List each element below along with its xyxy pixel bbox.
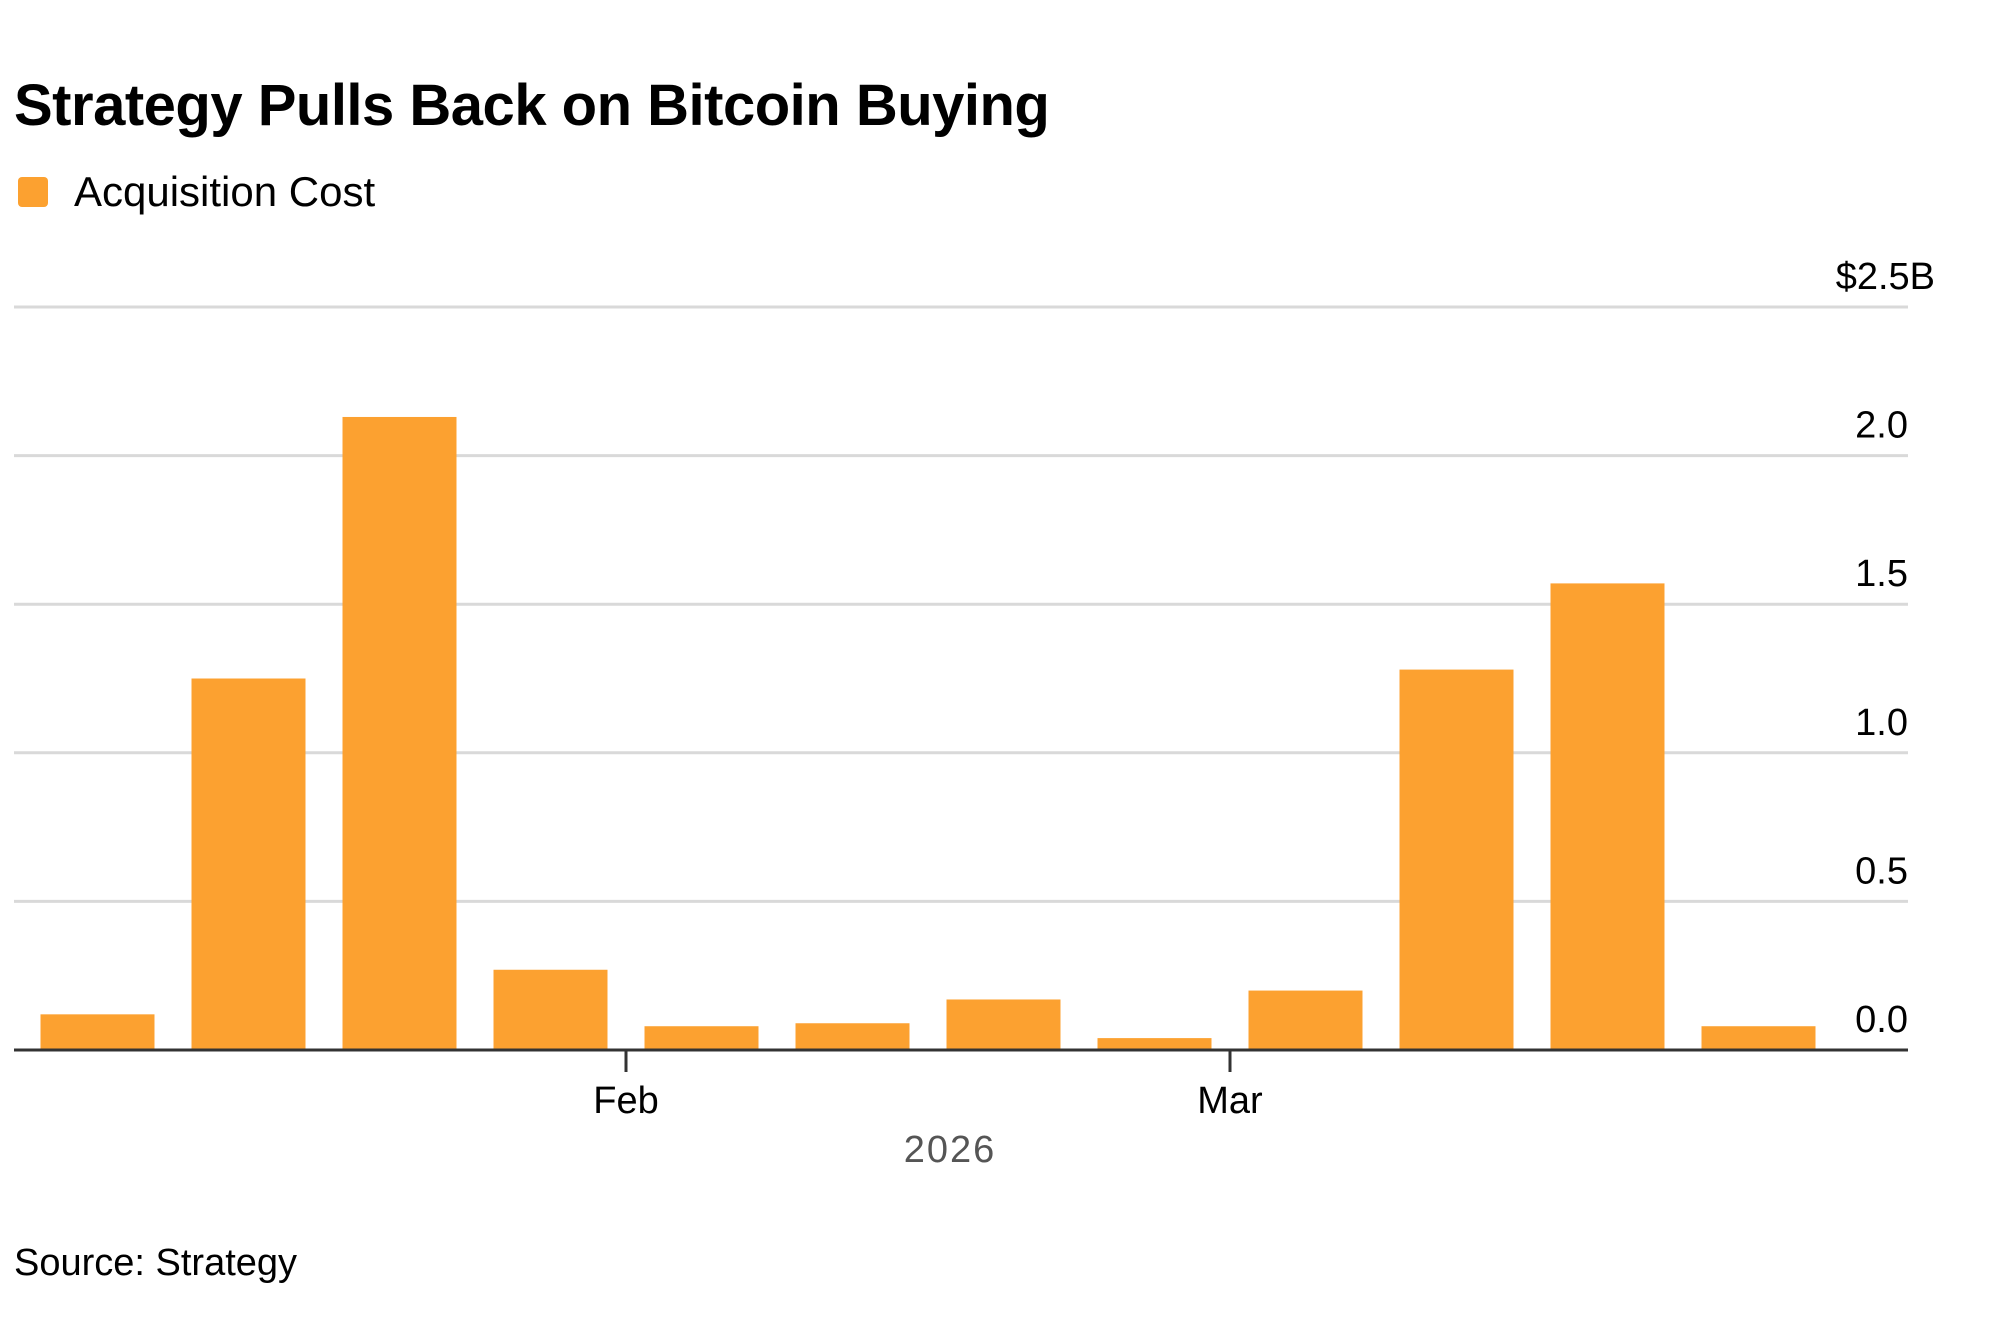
y-tick-label: 1.0	[1855, 702, 1908, 744]
bar	[1248, 990, 1363, 1050]
y-tick-label: 1.5	[1855, 553, 1908, 595]
legend: Acquisition Cost	[18, 168, 375, 216]
y-tick-label: 0.5	[1855, 850, 1908, 892]
bar	[191, 678, 306, 1050]
x-tick-label: Mar	[1197, 1080, 1263, 1122]
bar	[1399, 669, 1514, 1050]
chart-title: Strategy Pulls Back on Bitcoin Buying	[14, 73, 1050, 138]
bar	[40, 1014, 155, 1050]
bar	[342, 416, 457, 1050]
bar	[795, 1023, 910, 1050]
bar	[946, 999, 1061, 1050]
x-axis-year-label: 2026	[904, 1129, 997, 1171]
bar	[1097, 1038, 1212, 1050]
bar	[1701, 1026, 1816, 1050]
bar	[1550, 583, 1665, 1050]
bar	[644, 1026, 759, 1050]
y-tick-label: 2.0	[1855, 405, 1908, 447]
y-tick-label: 0.0	[1855, 999, 1908, 1041]
x-tick-label: Feb	[593, 1080, 658, 1122]
legend-label: Acquisition Cost	[74, 168, 376, 215]
y-tick-label: $2.5B	[1836, 256, 1935, 298]
legend-swatch	[18, 177, 48, 207]
bar	[493, 969, 608, 1050]
source-note: Source: Strategy	[14, 1242, 298, 1284]
